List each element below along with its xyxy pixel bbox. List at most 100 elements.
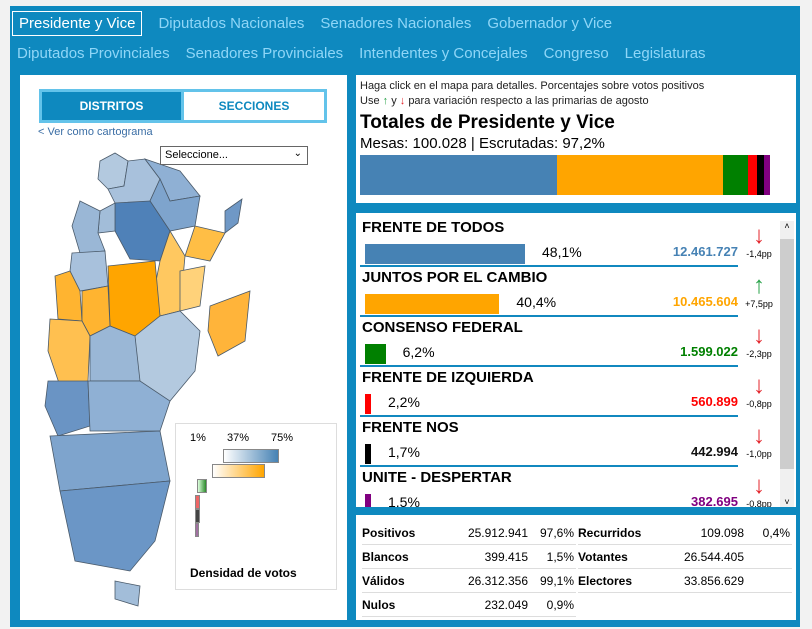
party-row[interactable]: FRENTE DE IZQUIERDA 2,2% 560.899 (360, 367, 738, 417)
district-select[interactable]: Seleccione... ⌄ (160, 146, 308, 165)
stat-percent: 0,9% (546, 597, 574, 612)
arrow-up-icon: ↑ (382, 95, 389, 107)
party-percent: 1,7% (388, 444, 420, 460)
arrow-down-icon: ↓ (753, 372, 765, 399)
party-name: FRENTE NOS (362, 419, 459, 436)
party-percent: 6,2% (402, 344, 435, 360)
change-indicator: ↓ -0,8pp (742, 473, 776, 508)
scroll-down-icon[interactable]: ˅ (784, 497, 790, 507)
change-indicator: ↓ -0,8pp (742, 373, 776, 410)
change-value: -1,0pp (746, 449, 772, 459)
province-caba (207, 290, 251, 357)
party-votes: 442.994 (691, 444, 738, 459)
info-text: Haga click en el mapa para detalles. Por… (360, 80, 705, 92)
party-row[interactable]: UNITE - DESPERTAR 1,5% 382.695 (360, 467, 738, 507)
stats-panel: Positivos 25.912.941 97,6% Blancos 399.415 1,… (356, 515, 796, 620)
distritos-button[interactable]: DISTRITOS (39, 89, 184, 123)
party-name: UNITE - DESPERTAR (362, 469, 512, 486)
tab-senadores-provinciales[interactable]: Senadores Provinciales (185, 44, 344, 62)
tab-gobernador[interactable]: Gobernador y Vice (487, 14, 613, 32)
legend-tick: 75% (271, 432, 294, 444)
change-indicator: ↓ -1,0pp (742, 423, 776, 460)
party-percent: 2,2% (388, 394, 420, 410)
stat-value: 399.415 (484, 549, 528, 564)
legend-bar-todos (223, 449, 279, 463)
map-panel: DISTRITOS SECCIONES < Ver como cartogram… (20, 75, 347, 620)
province-tucuman (97, 202, 116, 234)
party-row[interactable]: FRENTE NOS 1,7% 442.994 (360, 417, 738, 467)
party-bar (365, 394, 371, 414)
stat-row: Positivos 25.912.941 97,6% (362, 521, 576, 545)
stat-label: Positivos (362, 525, 416, 540)
mesas-status: Mesas: 100.028 | Escrutadas: 97,2% (360, 135, 605, 152)
tab-presidente[interactable]: Presidente y Vice (12, 10, 143, 36)
stat-label: Votantes (578, 549, 628, 564)
province-misiones (224, 198, 243, 234)
stat-row: Nulos 232.049 0,9% (362, 593, 576, 617)
argentina-map[interactable] (20, 141, 350, 611)
select-value: Seleccione... (165, 149, 228, 161)
summary-panel: Haga click en el mapa para detalles. Por… (356, 75, 796, 203)
tab-senadores-nacionales[interactable]: Senadores Nacionales (320, 14, 472, 32)
party-votes: 560.899 (691, 394, 738, 409)
province-rio-negro (87, 380, 171, 432)
stack-segment (722, 155, 748, 195)
legend-bar-izquierda (195, 495, 200, 509)
stat-label: Recurridos (578, 525, 642, 540)
stat-label: Electores (578, 573, 633, 588)
secciones-button[interactable]: SECCIONES (181, 89, 327, 123)
stat-label: Válidos (362, 573, 405, 588)
stat-value: 109.098 (700, 525, 744, 540)
tab-congreso[interactable]: Congreso (543, 44, 609, 62)
stat-row: Blancos 399.415 1,5% (362, 545, 576, 569)
arrow-down-icon: ↓ (753, 422, 765, 449)
tab-legislaturas[interactable]: Legislaturas (624, 44, 706, 62)
party-row[interactable]: JUNTOS POR EL CAMBIO 40,4% 10.465.604 (360, 267, 738, 317)
province-chubut (49, 430, 171, 492)
party-bar (365, 344, 386, 364)
province-tierra-del-fuego (114, 580, 141, 607)
legend-bar-consenso (197, 479, 207, 493)
scroll-thumb[interactable] (780, 239, 794, 469)
tab-row-2: Diputados Provinciales Senadores Provinc… (17, 42, 706, 64)
scrollbar[interactable]: ˄ ˅ (780, 221, 794, 507)
province-la-pampa (89, 325, 141, 382)
stat-value: 26.544.405 (683, 549, 744, 564)
legend-tick: 1% (190, 432, 206, 444)
party-votes: 12.461.727 (672, 244, 738, 259)
info-y: y (391, 95, 397, 107)
results-list: FRENTE DE TODOS 48,1% 12.461.727 ↓ -1,4pp J… (356, 213, 796, 507)
stat-row: Votantes 26.544.405 (578, 545, 792, 569)
party-bar (365, 294, 500, 314)
cartogram-link[interactable]: < Ver como cartograma (38, 126, 153, 138)
arrow-down-icon: ↓ (399, 95, 406, 107)
legend-bar-unite (195, 523, 199, 537)
chevron-down-icon: ⌄ (293, 148, 302, 159)
province-corrientes (184, 225, 226, 262)
stat-row: Válidos 26.312.356 99,1% (362, 569, 576, 593)
stat-value: 26.312.356 (467, 573, 528, 588)
tab-intendentes[interactable]: Intendentes y Concejales (359, 44, 528, 62)
change-value: -0,8pp (746, 399, 772, 409)
province-san-juan (54, 270, 83, 322)
tab-diputados-provinciales[interactable]: Diputados Provinciales (17, 44, 170, 62)
stack-segment (763, 155, 771, 195)
stat-percent: 97,6% (539, 525, 574, 540)
party-row[interactable]: CONSENSO FEDERAL 6,2% 1.599.022 (360, 317, 738, 367)
stat-row: Electores 33.856.629 (578, 569, 792, 593)
density-legend: 1% 37% 75% Densidad de votos (175, 423, 337, 590)
party-name: JUNTOS POR EL CAMBIO (362, 269, 548, 286)
party-name: CONSENSO FEDERAL (362, 319, 523, 336)
province-neuquen (44, 380, 91, 437)
arrow-down-icon: ↓ (753, 222, 765, 249)
stat-percent: 99,1% (539, 573, 574, 588)
legend-title: Densidad de votos (190, 566, 297, 580)
tab-row-1: Presidente y Vice Diputados Nacionales S… (12, 8, 612, 38)
scroll-up-icon[interactable]: ˄ (784, 221, 790, 231)
change-indicator: ↑ +7,5pp (742, 273, 776, 310)
party-percent: 40,4% (516, 294, 557, 310)
party-votes: 1.599.022 (680, 344, 738, 359)
party-row[interactable]: FRENTE DE TODOS 48,1% 12.461.727 (360, 217, 738, 267)
tab-diputados-nacionales[interactable]: Diputados Nacionales (158, 14, 305, 32)
stat-value: 25.912.941 (467, 525, 528, 540)
